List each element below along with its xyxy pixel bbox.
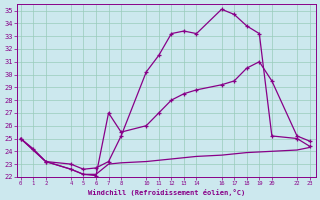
X-axis label: Windchill (Refroidissement éolien,°C): Windchill (Refroidissement éolien,°C) (88, 189, 245, 196)
